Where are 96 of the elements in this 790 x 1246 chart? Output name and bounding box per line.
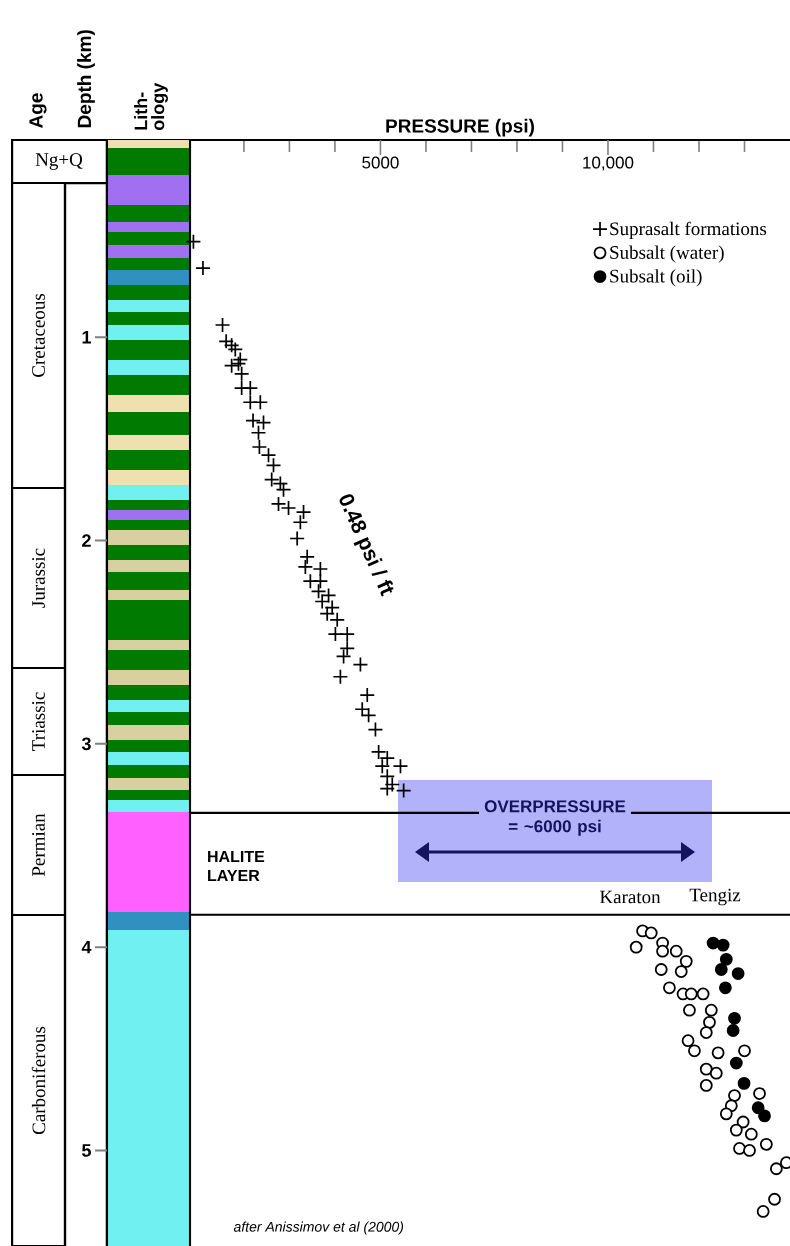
x-tick-label: 5000	[362, 156, 399, 169]
point	[275, 481, 292, 498]
point	[195, 260, 211, 276]
point	[656, 944, 669, 958]
point	[699, 1062, 713, 1076]
legend-label: Subsalt (oil)	[610, 269, 702, 287]
point	[744, 1127, 758, 1141]
point	[367, 721, 384, 738]
text: Permian	[32, 813, 45, 877]
point	[242, 380, 259, 396]
point	[629, 940, 643, 954]
y-tick-label: 4	[81, 940, 92, 954]
point	[214, 317, 231, 333]
text: Triassic	[32, 692, 45, 751]
point	[737, 1076, 751, 1090]
point	[674, 965, 688, 978]
point	[699, 1079, 713, 1092]
point	[738, 1044, 751, 1058]
point	[392, 758, 409, 775]
point	[654, 963, 668, 976]
point	[731, 967, 745, 980]
annotation: Karaton	[599, 890, 661, 904]
point	[289, 530, 306, 547]
point	[743, 1144, 756, 1157]
legend-label: Subsalt (water)	[610, 245, 724, 263]
point	[295, 504, 312, 520]
y-tick-label: 5	[82, 1144, 91, 1157]
x-axis-title: PRESSURE (psi)	[386, 118, 534, 137]
text: Age	[29, 93, 47, 128]
point	[663, 981, 676, 995]
point	[250, 424, 267, 441]
point	[252, 394, 269, 411]
y-tick-label: 2	[82, 534, 91, 547]
point	[711, 1046, 725, 1060]
point	[245, 412, 261, 429]
point	[688, 1044, 701, 1058]
point	[736, 1115, 750, 1129]
point	[719, 1107, 733, 1121]
point	[704, 1003, 718, 1017]
point	[312, 573, 329, 590]
legend-label: Suprasalt formations	[610, 221, 767, 240]
point	[312, 561, 329, 577]
point	[332, 668, 349, 685]
point	[699, 1026, 713, 1039]
y-tick-label: 1	[82, 331, 91, 344]
point	[379, 780, 396, 797]
point	[729, 1056, 743, 1070]
point	[280, 500, 297, 516]
annotation: 0.48 psi / ft	[339, 494, 394, 597]
text: Carboniferous	[31, 1026, 46, 1135]
point	[299, 548, 316, 565]
x-tick-label: 10,000	[583, 156, 634, 171]
text: Lith- ology	[134, 82, 168, 131]
point	[232, 351, 249, 368]
point	[185, 233, 202, 250]
text: Ng+Q	[35, 153, 83, 170]
point	[683, 1003, 696, 1017]
point	[255, 414, 272, 431]
point	[709, 1066, 723, 1080]
point	[335, 648, 352, 665]
point	[718, 981, 732, 995]
point	[669, 944, 683, 958]
y-axis-title: Depth (km)	[77, 30, 95, 128]
point	[726, 1024, 740, 1037]
point	[359, 687, 376, 703]
point	[270, 496, 287, 512]
point	[292, 514, 309, 531]
point	[728, 1089, 741, 1102]
point	[395, 782, 412, 799]
annotation: OVERPRESSURE = ~6000 psi	[484, 800, 626, 836]
point	[696, 987, 710, 1001]
annotation: after Anissimov et al (2000)	[233, 1221, 404, 1235]
point	[716, 938, 730, 952]
point	[729, 1123, 743, 1137]
point	[703, 1015, 716, 1029]
point	[265, 457, 282, 474]
text: Cretaceous	[32, 293, 45, 377]
point	[679, 954, 693, 968]
point	[751, 1101, 765, 1115]
point	[644, 926, 658, 940]
point	[374, 758, 391, 775]
point	[297, 559, 314, 575]
point	[339, 640, 356, 657]
point	[339, 626, 356, 642]
annotation: HALITE LAYER	[208, 850, 265, 881]
point	[230, 355, 247, 372]
point	[684, 987, 698, 1001]
y-tick-label: 3	[81, 737, 91, 751]
point	[719, 952, 733, 966]
point	[320, 587, 337, 604]
annotation: Tengiz	[689, 888, 741, 906]
point	[352, 656, 369, 673]
text: Jurassic	[32, 548, 45, 608]
point	[728, 1011, 741, 1025]
point	[681, 1034, 695, 1048]
point	[714, 963, 728, 976]
